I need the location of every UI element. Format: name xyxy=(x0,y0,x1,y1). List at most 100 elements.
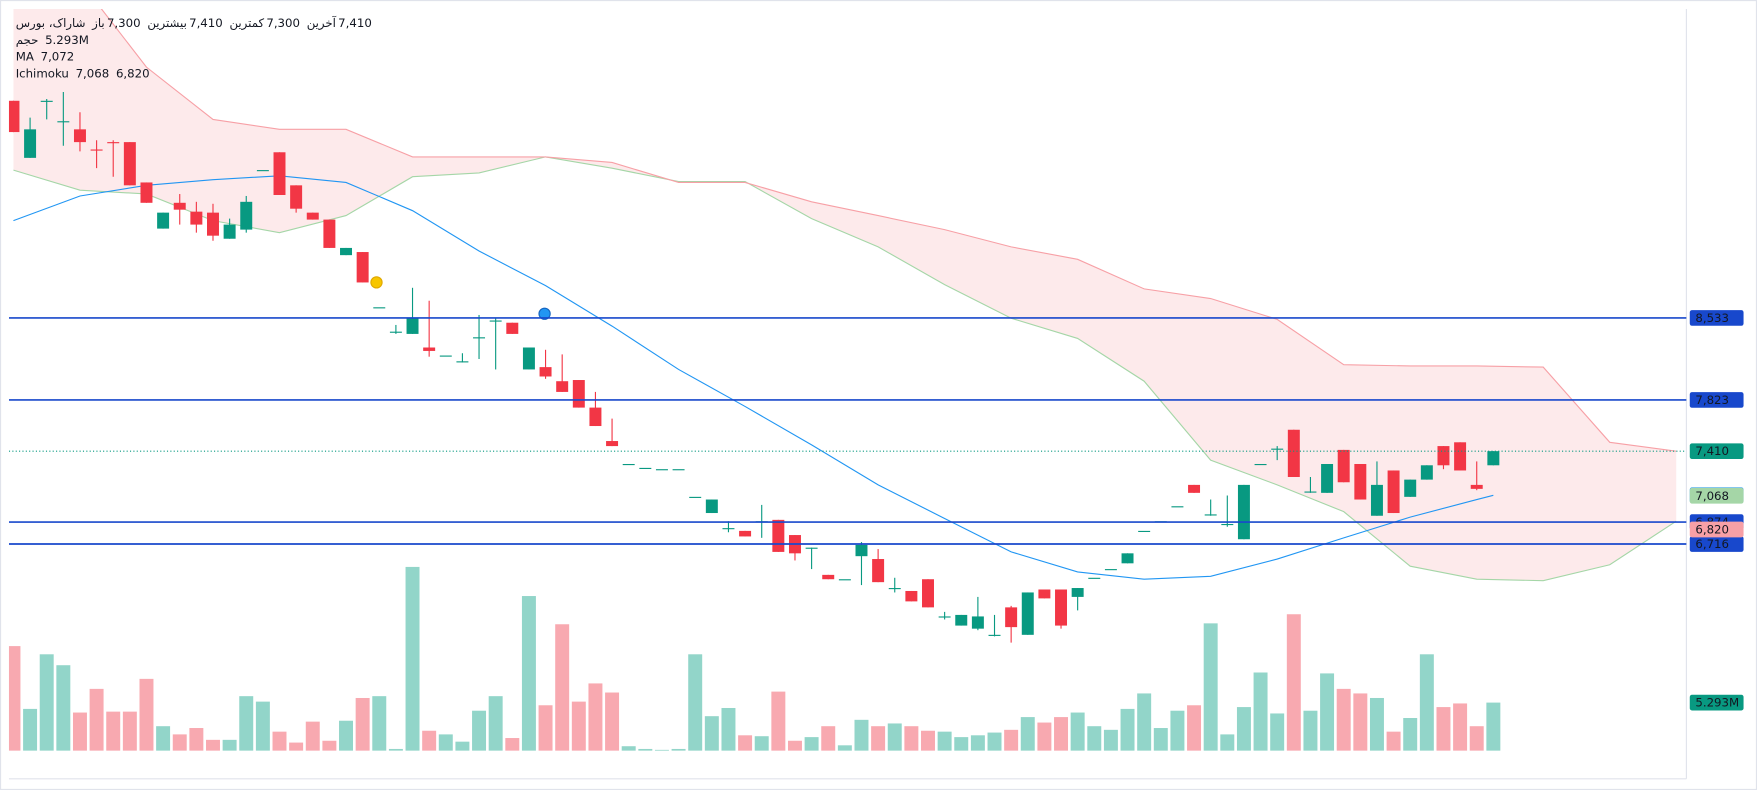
volume-bar xyxy=(388,748,403,751)
cloud-fill xyxy=(13,8,1677,581)
volume-bar xyxy=(23,708,38,751)
volume-bar xyxy=(1037,722,1052,751)
volume-bar xyxy=(1320,673,1335,751)
volume-bar xyxy=(239,696,254,751)
candle-body xyxy=(639,467,652,469)
candle-body xyxy=(423,347,436,351)
candle-body xyxy=(606,441,619,447)
candle-body xyxy=(1304,491,1317,493)
candle-body xyxy=(8,100,20,133)
candle-body xyxy=(1487,451,1500,466)
candle-body xyxy=(589,407,602,427)
legend-text: شاراک، بورس xyxy=(16,16,86,31)
volume-bar xyxy=(56,665,71,751)
candle-body xyxy=(1271,448,1284,450)
candle-body xyxy=(689,496,702,498)
candle-body xyxy=(223,224,236,239)
candle-body xyxy=(1237,484,1250,540)
volume-bar xyxy=(206,739,220,751)
volume-bar xyxy=(1436,707,1451,751)
candle-body xyxy=(340,247,353,256)
volume-bar xyxy=(122,711,137,751)
legend-text: 6,820 xyxy=(116,66,150,80)
candle-body xyxy=(1121,553,1134,564)
candle-body xyxy=(905,590,918,602)
candle-body xyxy=(572,380,585,408)
legend-text: بیشترین xyxy=(147,16,187,31)
candle-body xyxy=(1437,446,1450,466)
volume-bar xyxy=(172,734,187,751)
volume-bar xyxy=(1286,614,1301,751)
volume-bar xyxy=(305,721,320,751)
volume-bar xyxy=(1369,697,1384,751)
candle-body xyxy=(306,212,319,220)
legend-text: 7,072 xyxy=(41,50,75,64)
volume-bar xyxy=(488,696,503,751)
candle-body xyxy=(1055,589,1068,626)
volume-bar xyxy=(1486,702,1501,751)
candle-body xyxy=(24,129,37,158)
volume-bar xyxy=(871,726,886,751)
candle-body xyxy=(1038,589,1051,599)
candle-body xyxy=(207,212,219,236)
candle-body xyxy=(173,202,186,210)
candle-body xyxy=(1088,577,1101,579)
candle-body xyxy=(256,170,269,172)
volume-bar xyxy=(189,728,204,751)
volume-bar xyxy=(139,678,154,751)
volume-bar xyxy=(904,726,919,751)
price-badge xyxy=(1689,487,1744,504)
candle-body xyxy=(1321,463,1334,493)
cloud-span-a xyxy=(13,156,1677,582)
candle-body xyxy=(406,318,419,334)
candle-body xyxy=(290,185,303,209)
candle-body xyxy=(107,142,120,144)
candle-body xyxy=(90,149,103,151)
volume-bar xyxy=(588,683,603,751)
volume-bar xyxy=(1236,707,1251,751)
candle-body xyxy=(655,469,668,471)
level-label: 8,533 xyxy=(1695,311,1729,325)
candle-body xyxy=(506,322,519,334)
volume-bar xyxy=(804,737,819,751)
candle-body xyxy=(739,530,752,537)
candle-body xyxy=(622,463,635,466)
volume-bar xyxy=(555,624,570,751)
volume-bar xyxy=(1253,672,1268,751)
candle-body xyxy=(922,579,934,608)
volume-bar xyxy=(754,736,769,751)
volume-bar xyxy=(39,654,54,751)
volume-bar xyxy=(1270,713,1285,751)
candle-body xyxy=(971,616,984,629)
candle-body xyxy=(356,252,369,283)
candle-body xyxy=(1204,514,1217,516)
volume-bar xyxy=(438,734,453,751)
volume-bar xyxy=(1386,731,1401,751)
legend-text: Ichimoku xyxy=(16,66,69,80)
legend-text: حجم xyxy=(16,33,39,47)
candle-body xyxy=(57,121,70,123)
volume-bar xyxy=(688,654,703,751)
volume-bar xyxy=(272,731,287,751)
candle-body xyxy=(955,614,968,626)
volume-bar xyxy=(638,748,653,751)
legend-text: 7,300 xyxy=(107,16,141,30)
volume-bar xyxy=(339,720,353,751)
legend-text: کمترین xyxy=(229,16,264,31)
candle-body xyxy=(1071,588,1084,597)
level-label: 6,716 xyxy=(1695,537,1729,551)
volume-bar xyxy=(837,745,852,751)
legend-text: 7,068 xyxy=(76,66,110,80)
price-label: 5.293M xyxy=(1695,696,1739,710)
volume-bar xyxy=(704,716,719,751)
candle-body xyxy=(522,347,535,370)
volume-bar xyxy=(1170,710,1185,751)
volume-bar xyxy=(72,712,87,751)
price-badge xyxy=(1689,694,1744,711)
volume-bar xyxy=(771,691,786,751)
volume-bar xyxy=(89,688,104,751)
legend-text: باز xyxy=(91,16,105,31)
legend-text: MA xyxy=(16,50,34,64)
